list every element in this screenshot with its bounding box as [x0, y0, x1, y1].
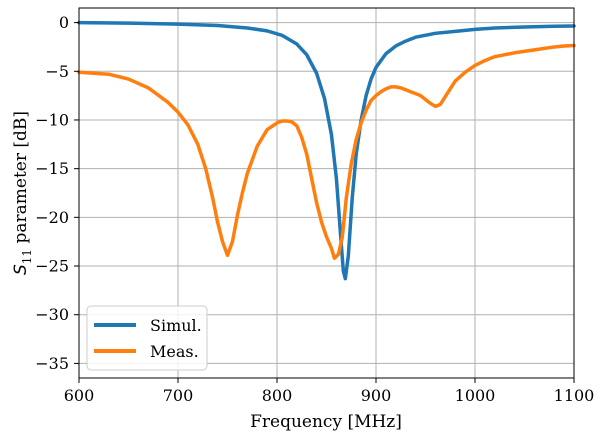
legend-label-meas: Meas. [150, 342, 199, 361]
y-axis-label-sub: 11 [20, 249, 34, 264]
y-tick-label: −25 [35, 257, 69, 276]
x-axis-label: Frequency [MHz] [250, 412, 402, 432]
x-tick-label: 1000 [455, 386, 496, 405]
y-tick-label: −20 [35, 208, 69, 227]
x-tick-label: 600 [64, 386, 95, 405]
y-tick-label: −35 [35, 354, 69, 373]
series-layer [77, 20, 576, 281]
y-tick-label: −15 [35, 159, 69, 178]
legend: Simul. Meas. [86, 305, 208, 371]
x-tick-label: 900 [361, 386, 392, 405]
y-axis-label-main: S [11, 264, 31, 275]
legend-label-simul: Simul. [150, 316, 202, 335]
series-line-simul [77, 20, 576, 281]
x-tick-label: 700 [163, 386, 194, 405]
x-tick-label: 1100 [554, 386, 595, 405]
y-tick-label: 0 [59, 13, 69, 32]
plot-frame [78, 7, 575, 379]
y-tick-label: −10 [35, 110, 69, 129]
grid-layer [78, 8, 575, 378]
x-tick-label: 800 [262, 386, 293, 405]
y-tick-label: −5 [45, 62, 69, 81]
y-axis-label: S11 parameter [dB] [11, 111, 34, 275]
legend-box [86, 305, 208, 371]
y-tick-label: −30 [35, 305, 69, 324]
ticks-layer: 600 700 800 900 1000 1100 0 −5 −10 −15 −20 −25 −30 −3… [35, 13, 594, 405]
y-axis-label-rest: parameter [dB] [11, 111, 31, 249]
series-line-meas [77, 43, 576, 260]
